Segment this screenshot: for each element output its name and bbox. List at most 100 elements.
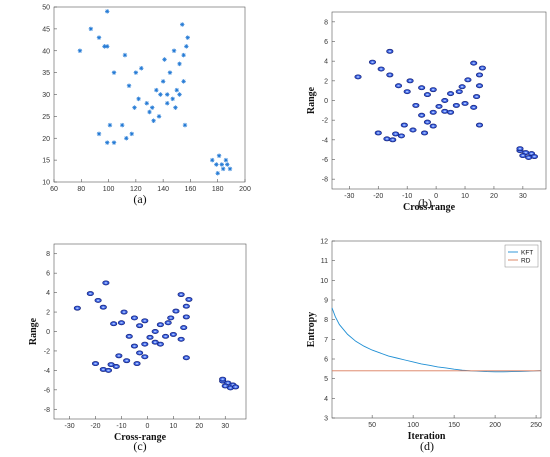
y-tick-label: 4 <box>324 59 328 66</box>
plot-frame <box>53 6 246 183</box>
scatterer-blob <box>516 146 524 152</box>
data-point <box>171 48 177 53</box>
scatterer-blob <box>473 94 481 100</box>
scatterer-blob <box>146 334 154 340</box>
y-tick-label: 11 <box>321 258 328 265</box>
data-point <box>185 35 190 40</box>
scatterer-blob <box>110 321 118 327</box>
scatterer-blob <box>461 100 469 106</box>
data-point <box>162 57 167 62</box>
y-tick-label: 8 <box>324 317 328 324</box>
panel-caption: (d) <box>420 439 434 453</box>
data-point <box>227 166 233 172</box>
scatterer-blob <box>354 74 362 80</box>
scatterer-blob <box>182 314 190 320</box>
scatterer-blob <box>519 153 527 159</box>
y-tick-label: -4 <box>44 368 50 375</box>
data-point <box>181 79 186 84</box>
y-tick-label: -8 <box>44 407 50 414</box>
y-tick-label: 2 <box>324 78 328 85</box>
scatterer-blob <box>423 92 431 98</box>
data-point <box>147 109 152 115</box>
data-point <box>105 44 110 49</box>
scatterer-blob <box>455 89 463 95</box>
y-tick-label: 6 <box>324 357 328 364</box>
scatterer-blob <box>164 320 172 326</box>
scatterer-blob <box>470 60 478 66</box>
x-tick-label: 0 <box>145 423 149 430</box>
scatterer-blob <box>123 358 131 364</box>
y-tick-label: 0 <box>46 329 50 336</box>
data-point <box>158 92 163 97</box>
data-point <box>165 101 170 106</box>
data-point <box>180 22 185 27</box>
y-tick-label: -8 <box>322 177 328 184</box>
panel-d-entropy-curve: 50 100 150 200 250 3 4 5 6 7 8 9 10 11 12 Iteration Entr… <box>306 239 542 454</box>
scatterer-blob <box>73 305 81 311</box>
scatterer-blob <box>374 130 382 136</box>
y-tick-label: 3 <box>324 416 328 423</box>
scatterer-blob <box>136 350 144 356</box>
scatterer-blob <box>441 98 449 103</box>
y-tick-label: 9 <box>324 298 328 305</box>
scatterer-blob <box>394 83 403 89</box>
scatterer-blob <box>151 329 159 334</box>
scatterer-blob <box>104 367 113 373</box>
legend-box <box>504 244 539 268</box>
legend-entry: RD <box>521 257 531 264</box>
scatterer-blob <box>418 112 426 118</box>
x-tick-label: -20 <box>90 423 100 430</box>
scatterer-blob <box>475 83 484 89</box>
scatterer-blob <box>478 65 486 71</box>
scatterer-blob <box>475 72 484 78</box>
y-tick-label: 50 <box>42 5 50 12</box>
x-tick-label: 200 <box>239 186 251 193</box>
data-point <box>154 87 159 93</box>
data-point <box>139 66 144 71</box>
scatterer-blob <box>185 296 193 302</box>
x-tick-label: 20 <box>195 423 203 430</box>
y-tick-label: 25 <box>42 114 50 121</box>
y-tick-label: 10 <box>42 180 50 187</box>
scatterer-blob <box>141 318 149 324</box>
x-axis-label: Cross-range <box>114 432 167 443</box>
scatterer-blob <box>219 376 227 382</box>
y-tick-label: -2 <box>322 118 328 125</box>
data-point <box>165 92 170 97</box>
x-axis-label: Iteration <box>408 431 446 442</box>
y-tick-label: 10 <box>320 278 328 285</box>
data-point <box>105 9 110 14</box>
plot-frame <box>331 240 542 419</box>
y-tick-label: -6 <box>44 387 50 394</box>
data-point <box>181 52 186 58</box>
scatterer-blob <box>133 361 141 367</box>
scatterer-blob <box>409 127 417 133</box>
y-tick-label: 2 <box>46 310 50 317</box>
scatterer-blob <box>389 137 397 143</box>
data-point <box>184 44 189 49</box>
data-point <box>96 131 102 137</box>
x-tick-label: 0 <box>434 193 438 200</box>
panel-b-isar-image: -30 -20 -10 0 10 20 30-8-6-4-202468Cross-range… <box>306 11 547 213</box>
data-point <box>151 118 156 123</box>
x-tick-label: 30 <box>519 193 527 200</box>
scatterer-blob <box>169 331 177 337</box>
scatterer-blob <box>429 87 437 93</box>
x-tick-label: -20 <box>373 193 383 200</box>
scatterer-blob <box>117 320 126 326</box>
scatterer-blob <box>475 122 484 128</box>
y-tick-label: 40 <box>42 48 50 55</box>
data-point <box>216 153 222 158</box>
scatterer-blob <box>182 303 190 309</box>
scatterer-blob <box>232 384 240 390</box>
scatterer-blob <box>403 89 411 95</box>
y-tick-label: 6 <box>324 39 328 46</box>
scatterer-blob <box>420 130 429 136</box>
data-point <box>156 114 162 119</box>
x-tick-label: 10 <box>169 423 177 430</box>
scatterer-blob <box>86 291 94 297</box>
scatterer-blob <box>167 315 175 321</box>
x-tick-label: 100 <box>103 186 115 193</box>
series-line-kft <box>331 307 542 373</box>
scatterer-blob <box>397 133 405 139</box>
